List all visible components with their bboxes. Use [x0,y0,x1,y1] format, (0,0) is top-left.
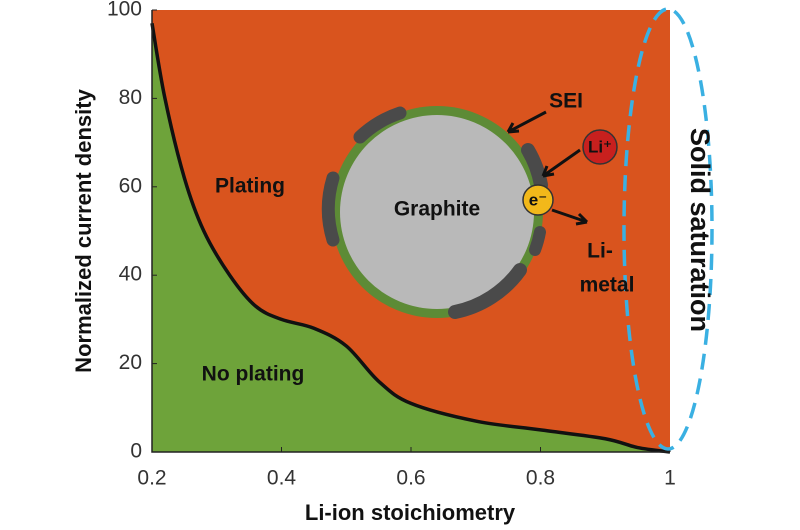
boundary-line [150,22,671,454]
y-tick-label: 80 [119,86,142,109]
x-tick-label: 0.2 [137,467,166,490]
y-axis-label: Normalized current density [71,88,96,372]
no-plating-region [152,23,670,452]
no-plating-label: No plating [202,363,305,386]
li-metal-patch [529,226,546,256]
li-metal-patch [353,106,407,144]
x-tick-label: 0.4 [267,467,297,490]
y-tick-label: 40 [119,263,142,286]
graphite-illustration [321,106,618,319]
y-tick-label: 20 [119,351,142,374]
x-tick-label: 0.6 [396,467,425,490]
li-metal-patch [448,263,527,319]
saturation-boundary [622,7,714,451]
y-tick-label: 60 [119,174,142,197]
plating-label: Plating [215,175,285,198]
electron-label: e⁻ [529,190,547,209]
solid-saturation-label: Solid saturation [685,128,715,332]
li-ion-label: Li⁺ [588,137,612,156]
y-tick-label: 0 [130,440,142,463]
li-metal-patch [521,143,548,192]
sei-label: SEI [549,90,583,113]
x-tick-label: 1 [664,467,676,490]
li-ion [582,129,618,165]
electron [522,184,554,216]
y-tick-label: 100 [107,0,142,21]
li-metal-label: metal [580,274,635,297]
graphite-label: Graphite [394,198,480,221]
x-tick-label: 0.8 [526,467,555,490]
li-metal-patch [321,171,340,247]
li-metal-label: Li- [587,240,613,263]
graphite-particle [340,115,534,309]
x-axis-label: Li-ion stoichiometry [305,500,516,525]
arrows [506,110,589,226]
